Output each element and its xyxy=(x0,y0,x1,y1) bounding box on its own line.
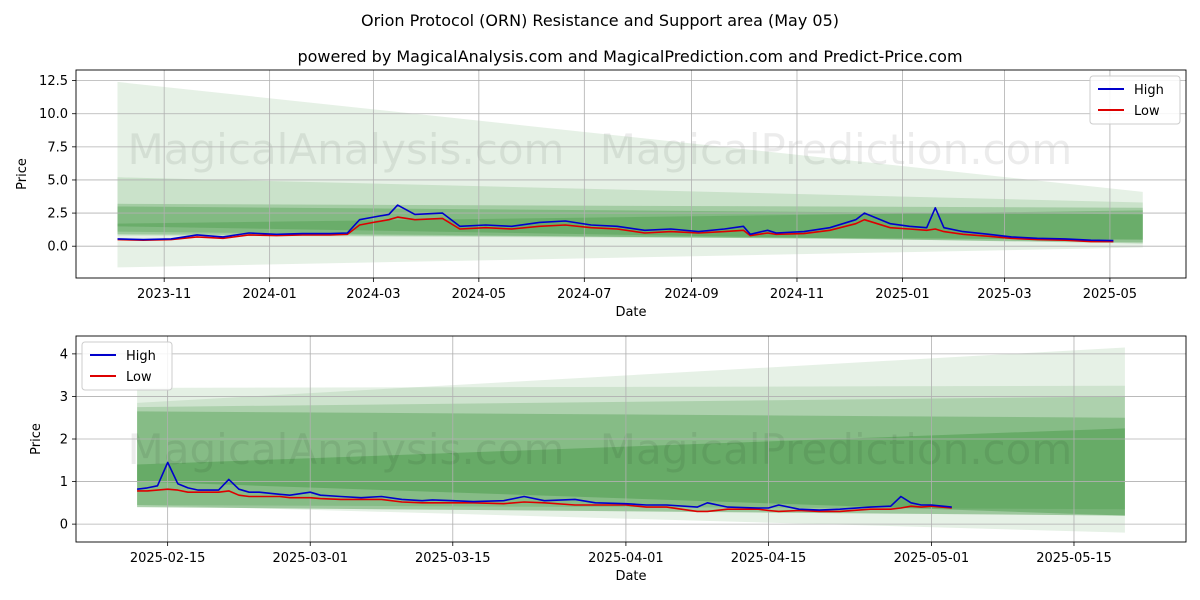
x-tick-label: 2025-03-01 xyxy=(272,551,348,566)
plot-frame xyxy=(75,335,1187,543)
x-tick-label: 2023-11 xyxy=(137,287,191,302)
plot-frame xyxy=(75,69,1187,279)
legend: High Low xyxy=(1089,75,1181,125)
y-tick-labels: 0.0 2.5 5.0 7.5 10.0 12.5 xyxy=(39,74,68,255)
x-tick-label: 2025-04-01 xyxy=(588,551,664,566)
x-tick-label: 2024-03 xyxy=(346,287,400,302)
chart-title: Orion Protocol (ORN) Resistance and Supp… xyxy=(361,11,839,30)
y-tick-label: 7.5 xyxy=(47,140,68,155)
x-tick-labels: 2025-02-15 2025-03-01 2025-03-15 2025-04-01… xyxy=(130,551,1112,566)
x-tick-labels: 2023-11 2024-01 2024-03 2024-05 2024-07 2024-… xyxy=(137,287,1137,302)
y-tick-label: 0 xyxy=(60,518,68,533)
legend: High Low xyxy=(81,341,173,391)
legend-label: High xyxy=(126,349,156,364)
grid xyxy=(72,336,1186,546)
y-tick-label: 1 xyxy=(60,475,68,490)
legend-label: Low xyxy=(126,370,152,385)
x-tick-label: 2025-02-15 xyxy=(130,551,206,566)
legend-label: Low xyxy=(1134,104,1160,119)
x-tick-label: 2024-05 xyxy=(452,287,506,302)
y-tick-label: 0.0 xyxy=(47,240,68,255)
watermark-1: MagicalAnalysis.com xyxy=(128,425,565,474)
x-tick-label: 2024-09 xyxy=(664,287,718,302)
band-area-2 xyxy=(117,177,1143,240)
support-resistance-bands xyxy=(117,81,1143,268)
x-tick-label: 2025-03 xyxy=(977,287,1031,302)
y-tick-label: 10.0 xyxy=(39,107,68,122)
y-tick-label: 12.5 xyxy=(39,74,68,89)
subplot-1: MagicalAnalysis.com MagicalPrediction.com… xyxy=(15,69,1187,320)
y-axis-label: Price xyxy=(29,423,44,455)
y-tick-labels: 0 1 2 3 4 xyxy=(60,347,68,532)
x-tick-label: 2025-03-15 xyxy=(415,551,491,566)
x-axis-label: Date xyxy=(615,305,646,320)
y-tick-label: 2.5 xyxy=(47,207,68,222)
grid xyxy=(72,70,1186,282)
watermark-2: MagicalPrediction.com xyxy=(600,425,1073,474)
x-axis-label: Date xyxy=(615,569,646,584)
band-area-5 xyxy=(137,428,1125,516)
x-tick-label: 2025-01 xyxy=(875,287,929,302)
y-axis-label: Price xyxy=(15,158,30,190)
y-tick-label: 3 xyxy=(60,390,68,405)
x-tick-label: 2024-01 xyxy=(242,287,296,302)
y-tick-label: 2 xyxy=(60,433,68,448)
series-line-high xyxy=(136,461,952,511)
x-tick-label: 2025-05-01 xyxy=(894,551,970,566)
series-line-high xyxy=(117,204,1114,242)
band-area-4 xyxy=(117,206,1143,244)
series-line-low xyxy=(117,216,1114,243)
band-area-3 xyxy=(137,396,1125,510)
x-tick-label: 2025-05-15 xyxy=(1036,551,1112,566)
subplot-2: MagicalAnalysis.com MagicalPrediction.com… xyxy=(29,335,1187,584)
watermark-2: MagicalPrediction.com xyxy=(600,125,1073,174)
band-area-1 xyxy=(117,81,1143,268)
y-tick-label: 5.0 xyxy=(47,173,68,188)
series-line-low xyxy=(137,488,952,513)
x-tick-label: 2024-11 xyxy=(770,287,824,302)
watermark-1: MagicalAnalysis.com xyxy=(128,125,565,174)
x-tick-label: 2025-05 xyxy=(1083,287,1137,302)
band-area-5 xyxy=(117,210,1143,240)
band-area-4 xyxy=(137,411,1125,516)
x-tick-label: 2025-04-15 xyxy=(731,551,807,566)
chart-subtitle: powered by MagicalAnalysis.com and Magic… xyxy=(297,47,962,66)
legend-label: High xyxy=(1134,83,1164,98)
x-tick-label: 2024-07 xyxy=(557,287,611,302)
band-area-2 xyxy=(137,385,1125,516)
series-lines xyxy=(136,461,952,513)
y-tick-label: 4 xyxy=(60,347,68,362)
band-area-1 xyxy=(137,347,1125,533)
support-resistance-bands xyxy=(137,347,1125,533)
series-lines xyxy=(117,204,1114,243)
